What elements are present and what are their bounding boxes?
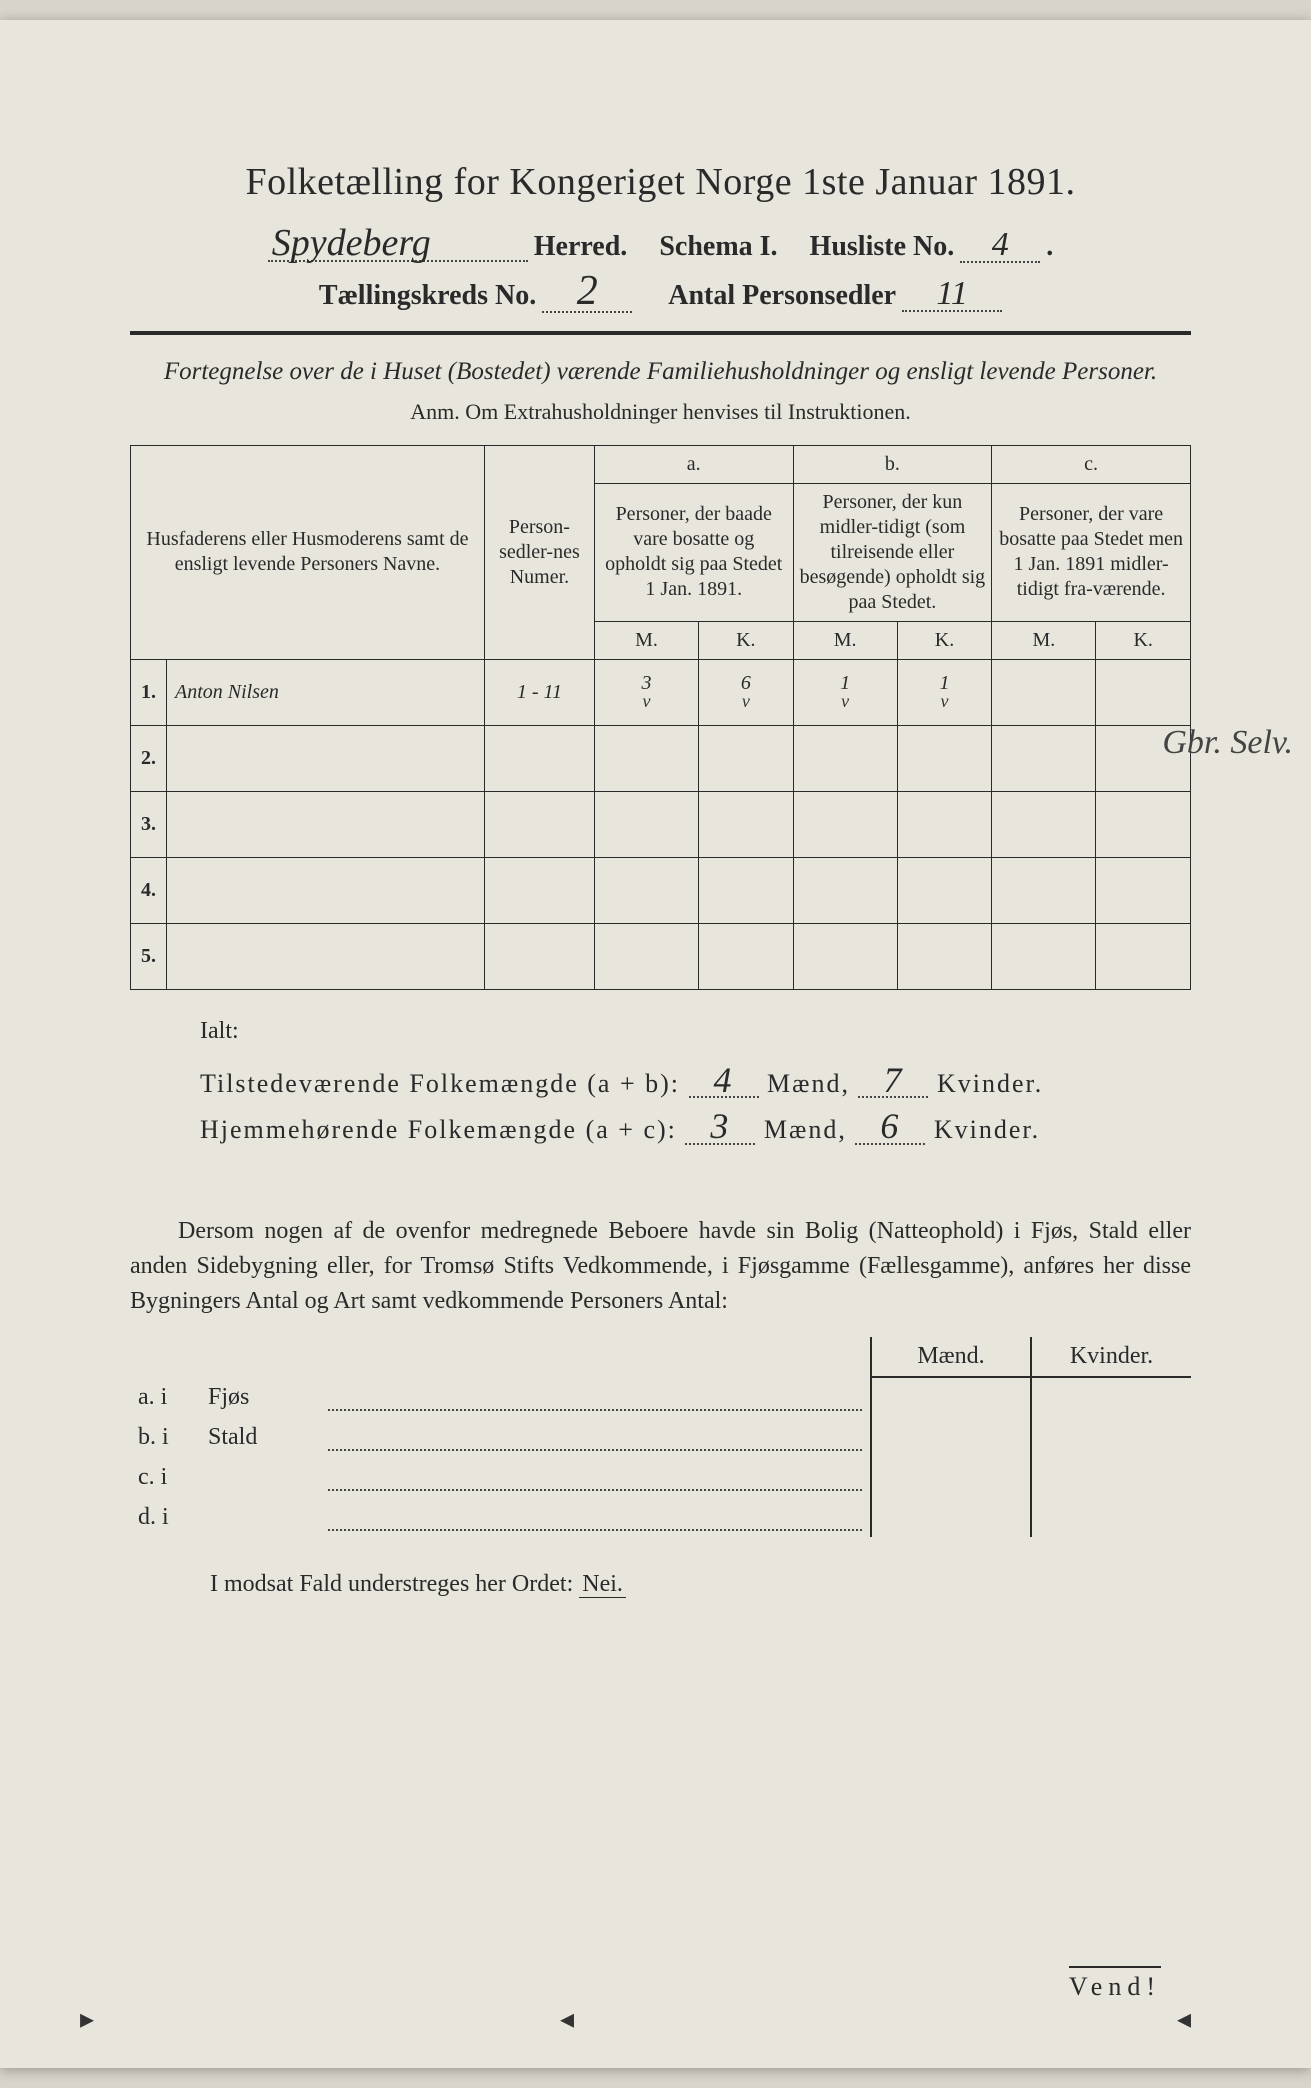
hole-icon: ▸ (80, 2002, 94, 2036)
herred-value: Spydeberg (268, 226, 528, 262)
form-title: Folketælling for Kongeriget Norge 1ste J… (130, 160, 1191, 204)
bt-maend-header: Mænd. (871, 1337, 1031, 1377)
bottom-row-b: b. i Stald (130, 1417, 1191, 1457)
row-num-4: 4. (131, 857, 167, 923)
main-table: Husfaderens eller Husmoderens samt de en… (130, 445, 1191, 990)
table-row: 2. (131, 725, 1191, 791)
col-b-k: K. (897, 621, 991, 659)
table-row: 3. (131, 791, 1191, 857)
table-row: 1. Anton Nilsen 1 - 11 3v 6v 1v 1v (131, 659, 1191, 725)
kreds-value: 2 (542, 273, 632, 313)
divider-rule (130, 331, 1191, 335)
schema-label: Schema I. (659, 231, 777, 263)
row1-bK: 1v (897, 659, 991, 725)
bottom-row-c: c. i (130, 1457, 1191, 1497)
header-row-2: Tællingskreds No. 2 Antal Personsedler 1… (130, 273, 1191, 313)
nei-word: Nei. (579, 1571, 626, 1598)
hole-icon: ◂ (1177, 2002, 1191, 2036)
table-row: 4. (131, 857, 1191, 923)
col-c-text: Personer, der vare bosatte paa Stedet me… (992, 483, 1191, 621)
kreds-label: Tællingskreds No. (319, 280, 536, 312)
col-a-k: K. (699, 621, 793, 659)
row-num-3: 3. (131, 791, 167, 857)
husliste-label: Husliste No. (810, 231, 955, 263)
margin-note: Gbr. Selv. (1162, 724, 1293, 762)
row1-cK (1096, 659, 1191, 725)
totals-line2-k: 6 (855, 1110, 925, 1144)
hole-icon: ◂ (560, 2002, 574, 2036)
husliste-value: 4 (960, 230, 1040, 263)
col-c-label: c. (992, 445, 1191, 483)
totals-line1-k: 7 (858, 1064, 928, 1098)
modsat-line: I modsat Fald understreges her Ordet: Ne… (210, 1571, 1191, 1598)
totals-maend-2: Mænd, (764, 1115, 847, 1144)
vend-label: Vend! (1069, 1966, 1161, 2002)
totals-line1-m: 4 (689, 1064, 759, 1098)
instruction-text: Fortegnelse over de i Huset (Bostedet) v… (130, 355, 1191, 389)
row1-aK: 6v (699, 659, 793, 725)
personsedler-label: Antal Personsedler (668, 280, 896, 312)
herred-label: Herred. (534, 231, 628, 263)
bottom-row-d: d. i (130, 1497, 1191, 1537)
ialt-label: Ialt: (200, 1018, 1191, 1045)
col-b-m: M. (793, 621, 897, 659)
totals-line2-label: Hjemmehørende Folkemængde (a + c): (200, 1115, 677, 1144)
col-a-label: a. (594, 445, 793, 483)
col-c-k: K. (1096, 621, 1191, 659)
col-c-m: M. (992, 621, 1096, 659)
col-name-header: Husfaderens eller Husmoderens samt de en… (131, 445, 485, 659)
totals-line1-label: Tilstedeværende Folkemængde (a + b): (200, 1069, 680, 1098)
row1-sedler: 1 - 11 (484, 659, 594, 725)
anm-text: Anm. Om Extrahusholdninger henvises til … (130, 399, 1191, 425)
row1-name: Anton Nilsen (167, 659, 485, 725)
census-form-page: Folketælling for Kongeriget Norge 1ste J… (0, 20, 1311, 2068)
row-num-5: 5. (131, 923, 167, 989)
row1-cM (992, 659, 1096, 725)
row-num-2: 2. (131, 725, 167, 791)
building-paragraph: Dersom nogen af de ovenfor medregnede Be… (130, 1214, 1191, 1318)
personsedler-value: 11 (902, 279, 1002, 312)
table-row: 5. (131, 923, 1191, 989)
header-row-1: Spydeberg Herred. Schema I. Husliste No.… (130, 226, 1191, 263)
totals-kvinder-1: Kvinder. (937, 1069, 1043, 1098)
totals-kvinder-2: Kvinder. (934, 1115, 1040, 1144)
col-a-text: Personer, der baade vare bosatte og opho… (594, 483, 793, 621)
row-num-1: 1. (131, 659, 167, 725)
bottom-table: Mænd. Kvinder. a. i Fjøs b. i Stald c. i… (130, 1337, 1191, 1537)
row1-aM: 3v (594, 659, 698, 725)
bottom-row-a: a. i Fjøs (130, 1377, 1191, 1417)
row1-bM: 1v (793, 659, 897, 725)
col-sedler-header: Person-sedler-nes Numer. (484, 445, 594, 659)
totals-block: Tilstedeværende Folkemængde (a + b): 4 M… (200, 1061, 1191, 1155)
col-b-label: b. (793, 445, 992, 483)
totals-maend-1: Mænd, (767, 1069, 850, 1098)
col-a-m: M. (594, 621, 698, 659)
bt-kvinder-header: Kvinder. (1031, 1337, 1191, 1377)
totals-line2-m: 3 (685, 1110, 755, 1144)
col-b-text: Personer, der kun midler-tidigt (som til… (793, 483, 992, 621)
